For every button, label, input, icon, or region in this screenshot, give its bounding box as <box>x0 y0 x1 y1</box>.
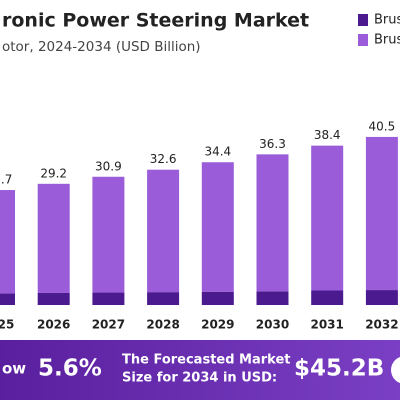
chart-title: ronic Power Steering Market <box>2 10 309 32</box>
bar-segment <box>92 292 125 305</box>
bar-segment <box>37 183 70 293</box>
chart-subtitle: otor, 2024-2034 (USD Billion) <box>2 39 201 55</box>
forecast-value: $45.2B <box>294 356 384 382</box>
data-label: 27.7 <box>0 173 12 187</box>
bar-segment <box>365 136 398 291</box>
legend-label: Brus <box>374 33 400 48</box>
bar-segment <box>365 290 398 305</box>
legend-swatch <box>358 34 368 46</box>
bar-segment <box>201 291 234 305</box>
bar-segment <box>37 292 70 305</box>
x-tick-label: 25 <box>0 318 14 332</box>
bar-segment <box>311 145 344 291</box>
bar-segment <box>0 190 15 294</box>
x-tick-label: 2026 <box>37 318 70 332</box>
x-tick-label: 2027 <box>92 318 125 332</box>
bar-segment <box>147 169 180 293</box>
bar-segment <box>0 293 15 305</box>
bar-segment <box>311 290 344 305</box>
data-label: 36.3 <box>259 137 286 151</box>
legend-swatch <box>358 14 368 26</box>
x-tick-label: 2029 <box>201 318 234 332</box>
banner-badge <box>391 356 400 384</box>
legend-label: Brus <box>374 13 400 28</box>
data-label: 38.4 <box>314 128 341 142</box>
x-tick-label: 2032 <box>365 318 398 332</box>
x-tick-label: 2030 <box>256 318 289 332</box>
data-label: 32.6 <box>150 152 177 166</box>
data-label: 40.5 <box>369 119 396 133</box>
data-label: 29.2 <box>40 166 67 180</box>
cagr-label: ow <box>2 360 26 378</box>
cagr-value: 5.6% <box>38 356 102 382</box>
forecast-text: The Forecasted Market <box>122 353 291 368</box>
bar-segment <box>147 292 180 305</box>
forecast-text: Size for 2034 in USD: <box>122 371 277 386</box>
bar-segment <box>256 291 289 305</box>
bar-segment <box>256 154 289 292</box>
x-tick-label: 2028 <box>146 318 179 332</box>
data-label: 30.9 <box>95 159 122 173</box>
bar-segment <box>201 162 234 292</box>
banner <box>0 340 400 400</box>
data-label: 34.4 <box>204 145 231 159</box>
x-tick-label: 2031 <box>310 318 343 332</box>
bar-segment <box>92 176 125 293</box>
